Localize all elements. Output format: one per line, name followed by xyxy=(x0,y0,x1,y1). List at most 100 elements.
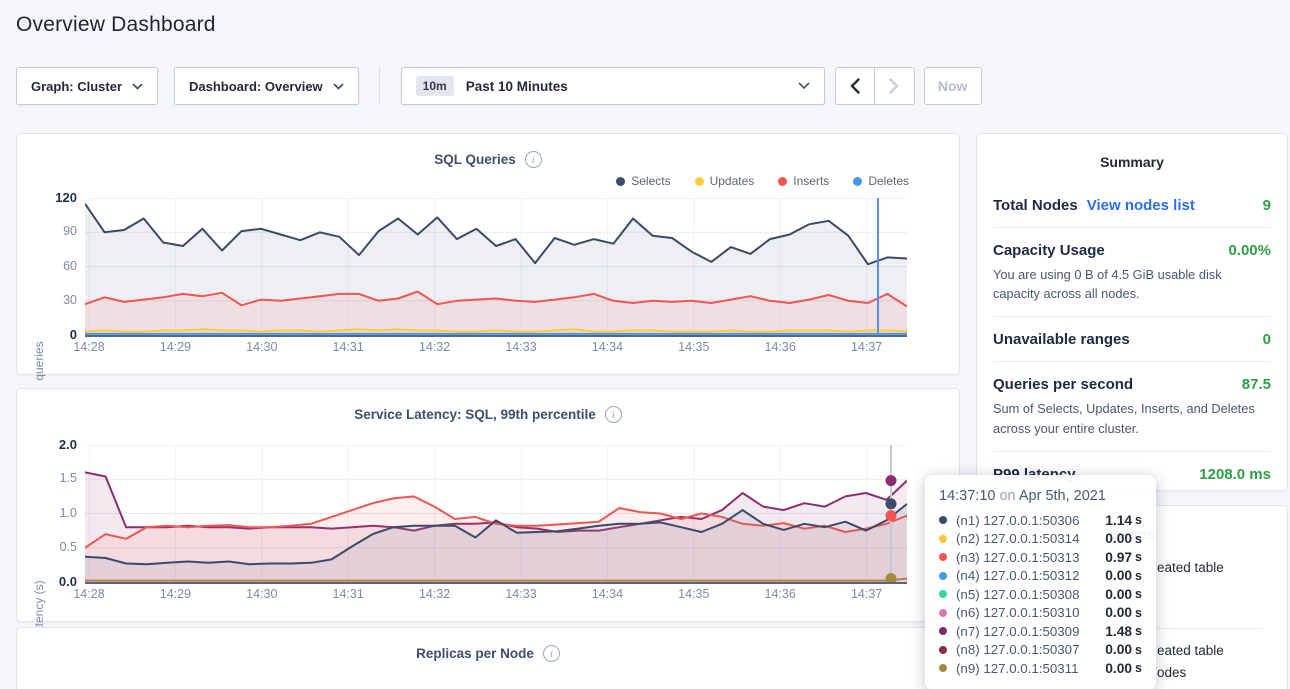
tooltip-node-row: (n7) 127.0.0.1:503091.48s xyxy=(939,622,1142,641)
tooltip-node-address: (n2) 127.0.0.1:50314 xyxy=(956,531,1105,546)
x-tick-label: 14:28 xyxy=(66,587,112,601)
x-tick-label: 14:35 xyxy=(671,587,717,601)
x-tick-label: 14:29 xyxy=(152,587,198,601)
summary-row: Unavailable ranges 0 xyxy=(993,317,1271,362)
summary-panel: Summary Total NodesView nodes list9Capac… xyxy=(976,133,1288,491)
x-tick-label: 14:36 xyxy=(757,340,803,354)
y-tick-label: 120 xyxy=(35,190,77,205)
tooltip-node-value: 0.00 xyxy=(1105,587,1132,602)
summary-row-value: 87.5 xyxy=(1242,376,1271,393)
y-tick-label: 90 xyxy=(35,224,77,238)
y-tick-label: 60 xyxy=(35,259,77,273)
tooltip-node-address: (n1) 127.0.0.1:50306 xyxy=(956,513,1105,528)
tooltip-timestamp: 14:37:10 on Apr 5th, 2021 xyxy=(939,488,1142,504)
tooltip-node-value: 0.00 xyxy=(1105,531,1132,546)
sql-queries-plot[interactable] xyxy=(85,198,907,339)
x-tick-label: 14:30 xyxy=(239,340,285,354)
x-tick-label: 14:29 xyxy=(152,340,198,354)
tooltip-value-unit: s xyxy=(1135,532,1142,546)
x-tick-label: 14:32 xyxy=(412,340,458,354)
tooltip-node-value: 0.00 xyxy=(1105,568,1132,583)
chevron-right-icon xyxy=(889,78,899,94)
x-tick-label: 14:33 xyxy=(498,340,544,354)
legend-label: Deletes xyxy=(868,174,909,188)
view-nodes-list-link[interactable]: View nodes list xyxy=(1087,197,1195,214)
page-title: Overview Dashboard xyxy=(16,13,216,37)
time-range-picker[interactable]: 10m Past 10 Minutes xyxy=(401,67,825,105)
series-color-dot xyxy=(939,609,947,617)
x-tick-label: 14:37 xyxy=(844,587,890,601)
sql-queries-chart-card: SQL Queries i Selects Updates Inserts Delet… xyxy=(16,133,960,375)
y-tick-label: 2.0 xyxy=(35,437,77,452)
summary-row-label: Unavailable ranges xyxy=(993,331,1130,348)
summary-title: Summary xyxy=(977,134,1287,170)
series-color-dot xyxy=(939,572,947,580)
summary-row: Capacity Usage0.00%You are using 0 B of … xyxy=(993,228,1271,317)
legend-item-updates: Updates xyxy=(695,174,755,188)
tooltip-node-row: (n8) 127.0.0.1:503070.00s xyxy=(939,641,1142,660)
x-tick-label: 14:32 xyxy=(412,587,458,601)
tooltip-value-unit: s xyxy=(1135,643,1142,657)
legend-dot xyxy=(778,177,787,186)
tooltip-node-value: 0.97 xyxy=(1105,550,1132,565)
graph-scope-dropdown[interactable]: Graph: Cluster xyxy=(16,67,158,105)
service-latency-plot[interactable] xyxy=(85,445,907,586)
replicas-per-node-chart-card: Replicas per Node i xyxy=(16,627,960,689)
summary-row-label: Queries per second xyxy=(993,376,1133,393)
time-step-buttons xyxy=(835,67,915,105)
summary-row-value: 9 xyxy=(1263,197,1271,214)
tooltip-value-unit: s xyxy=(1135,624,1142,638)
tooltip-node-address: (n7) 127.0.0.1:50309 xyxy=(956,624,1105,639)
y-tick-label: 1.5 xyxy=(35,471,77,485)
x-tick-label: 14:36 xyxy=(757,587,803,601)
summary-row-value: 0 xyxy=(1263,331,1271,348)
tooltip-node-row: (n5) 127.0.0.1:503080.00s xyxy=(939,585,1142,604)
dashboard-dropdown[interactable]: Dashboard: Overview xyxy=(174,67,359,105)
event-row-text: eated table xyxy=(1157,560,1224,575)
tooltip-node-row: (n4) 127.0.0.1:503120.00s xyxy=(939,567,1142,586)
time-back-button[interactable] xyxy=(835,67,875,105)
legend-label: Inserts xyxy=(793,174,829,188)
time-forward-button[interactable] xyxy=(875,67,915,105)
now-button[interactable]: Now xyxy=(924,67,982,105)
x-tick-label: 14:37 xyxy=(844,340,890,354)
x-tick-label: 14:34 xyxy=(584,587,630,601)
chart-title: Service Latency: SQL, 99th percentile xyxy=(354,407,596,422)
chevron-left-icon xyxy=(850,78,860,94)
series-color-dot xyxy=(939,646,947,654)
series-color-dot xyxy=(939,553,947,561)
tooltip-value-unit: s xyxy=(1135,513,1142,527)
info-icon[interactable]: i xyxy=(543,645,560,662)
tooltip-value-unit: s xyxy=(1135,587,1142,601)
service-latency-chart-card: Service Latency: SQL, 99th percentile i … xyxy=(16,388,960,622)
legend-item-selects: Selects xyxy=(616,174,670,188)
tooltip-node-value: 0.00 xyxy=(1105,642,1132,657)
tooltip-value-unit: s xyxy=(1135,606,1142,620)
tooltip-node-address: (n4) 127.0.0.1:50312 xyxy=(956,568,1105,583)
x-tick-label: 14:35 xyxy=(671,340,717,354)
legend-dot xyxy=(853,177,862,186)
tooltip-node-address: (n3) 127.0.0.1:50313 xyxy=(956,550,1105,565)
event-row-text: eated table xyxy=(1157,643,1224,658)
legend-label: Selects xyxy=(631,174,670,188)
time-range-label: Past 10 Minutes xyxy=(466,79,786,94)
time-range-badge: 10m xyxy=(416,76,454,96)
tooltip-value-unit: s xyxy=(1135,661,1142,675)
x-tick-label: 14:28 xyxy=(66,340,112,354)
tooltip-node-value: 1.14 xyxy=(1105,513,1132,528)
tooltip-value-unit: s xyxy=(1135,569,1142,583)
legend-label: Updates xyxy=(710,174,755,188)
info-icon[interactable]: i xyxy=(605,406,622,423)
x-tick-label: 14:33 xyxy=(498,587,544,601)
summary-row-value: 1208.0 ms xyxy=(1199,466,1271,483)
summary-row-caption: You are using 0 B of 4.5 GiB usable disk… xyxy=(993,265,1271,303)
summary-row: Queries per second87.5Sum of Selects, Up… xyxy=(993,362,1271,451)
info-icon[interactable]: i xyxy=(525,151,542,168)
graph-scope-label: Graph: Cluster xyxy=(31,79,122,94)
tooltip-node-value: 0.00 xyxy=(1105,605,1132,620)
tooltip-node-value: 1.48 xyxy=(1105,624,1132,639)
x-tick-label: 14:31 xyxy=(325,587,371,601)
legend-dot xyxy=(695,177,704,186)
dashboard-label: Dashboard: Overview xyxy=(189,79,323,94)
chart-title: SQL Queries xyxy=(434,152,516,167)
